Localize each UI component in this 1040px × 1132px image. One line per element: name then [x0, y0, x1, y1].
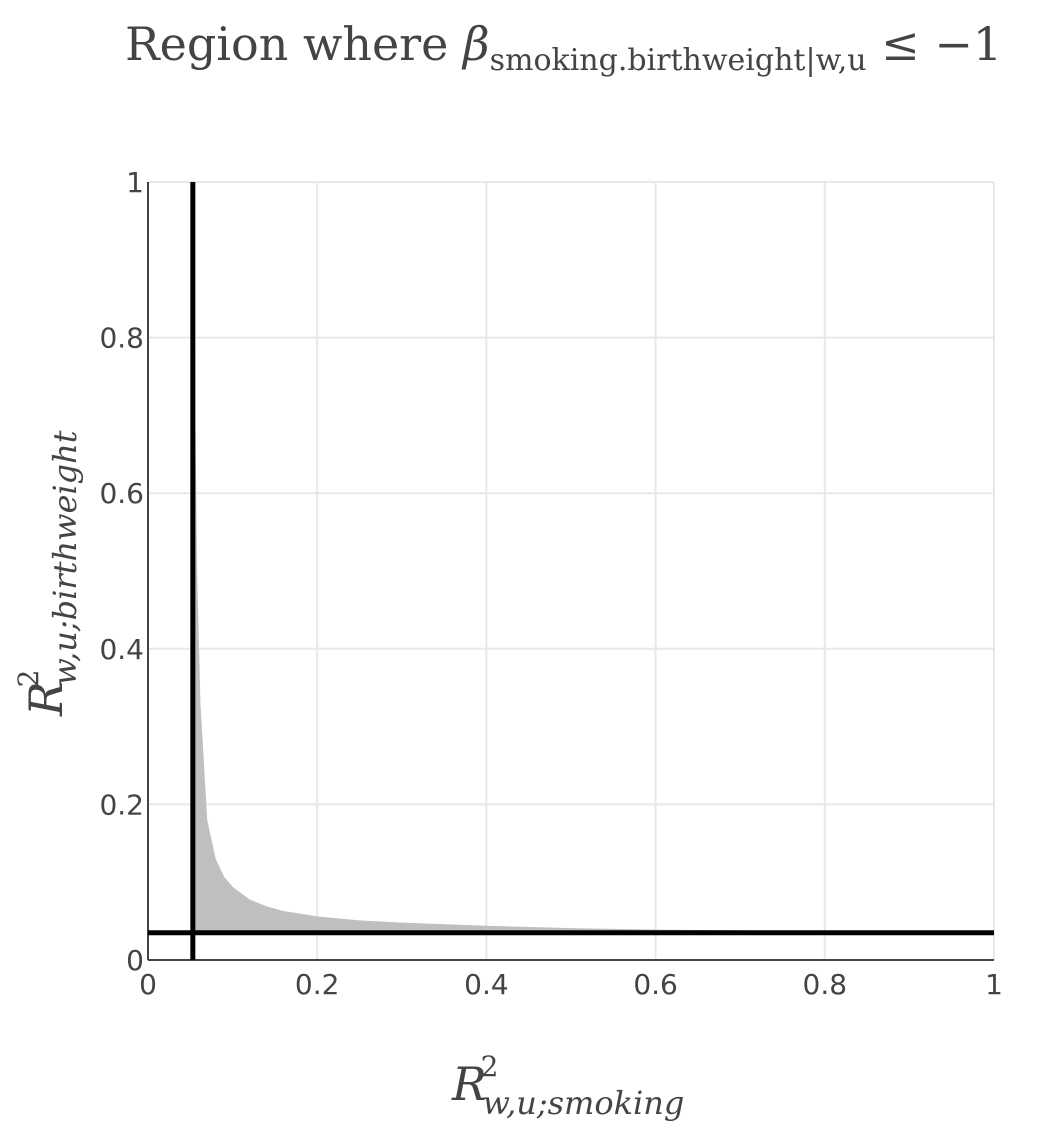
y-axis-label-sub: w,u;birthweight — [46, 430, 84, 685]
y-tick-labels: 0 0.2 0.4 0.6 0.8 1 — [99, 166, 144, 977]
x-tick-label: 0.2 — [295, 968, 340, 1001]
axes — [147, 182, 994, 961]
x-axis-label-sub: w,u;smoking — [482, 1084, 684, 1122]
y-tick-label: 0.8 — [99, 322, 144, 355]
x-tick-label: 0.8 — [803, 968, 848, 1001]
x-tick-labels: 0 0.2 0.4 0.6 0.8 1 — [139, 968, 1003, 1001]
chart-title-prefix: Region where — [125, 17, 463, 71]
y-axis-label-sup: 2 — [12, 670, 45, 688]
reference-lines — [148, 182, 994, 960]
x-axis-label-sup: 2 — [481, 1050, 499, 1083]
x-tick-label: 0.4 — [464, 968, 509, 1001]
x-tick-label: 0.6 — [633, 968, 678, 1001]
y-tick-label: 0.2 — [99, 788, 144, 821]
x-axis-label-main: R — [451, 1057, 487, 1111]
y-tick-label: 0 — [126, 944, 144, 977]
grid-lines — [148, 181, 995, 960]
chart-title: Region where βsmoking.birthweight|w,u ≤ … — [125, 17, 1002, 78]
region-layer — [193, 182, 995, 933]
y-axis-label-main: R — [19, 681, 73, 717]
chart-title-symbol: β — [461, 17, 490, 71]
y-tick-label: 0.6 — [99, 477, 144, 510]
x-tick-label: 1 — [985, 968, 1003, 1001]
y-axis-label-group: R2w,u;birthweight — [12, 430, 84, 717]
shaded-region — [193, 182, 995, 933]
y-tick-label: 1 — [126, 166, 144, 199]
chart-title-subscript: smoking.birthweight|w,u — [490, 43, 867, 78]
x-axis-label: R2 w,u;smoking — [451, 1050, 684, 1122]
y-tick-label: 0.4 — [99, 633, 144, 666]
y-axis-label: R2w,u;birthweight — [12, 430, 84, 717]
chart-title-suffix: ≤ −1 — [867, 17, 1003, 71]
x-tick-label: 0 — [139, 968, 157, 1001]
